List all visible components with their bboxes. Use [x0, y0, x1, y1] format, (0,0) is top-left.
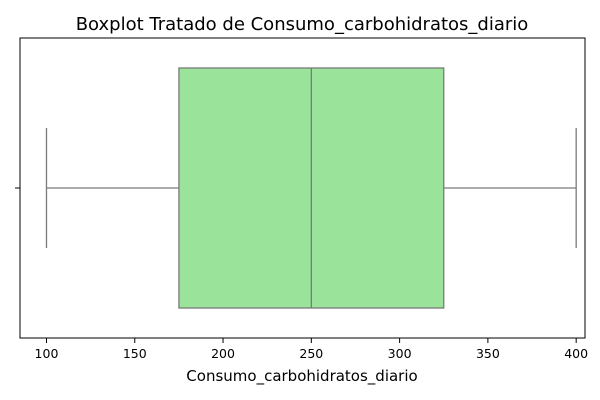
- x-tick-label: 350: [476, 346, 500, 361]
- x-tick-label: 100: [35, 346, 59, 361]
- x-axis-ticks: 100 150 200 250 300 350 400: [35, 338, 588, 361]
- x-axis-label: Consumo_carbohidratos_diario: [186, 367, 417, 386]
- chart-title: Boxplot Tratado de Consumo_carbohidratos…: [76, 14, 529, 35]
- x-tick-label: 250: [299, 346, 323, 361]
- boxplot-series: [45, 67, 577, 309]
- x-tick-label: 200: [211, 346, 235, 361]
- x-tick-label: 400: [564, 346, 588, 361]
- x-tick-label: 150: [123, 346, 147, 361]
- x-tick-label: 300: [388, 346, 412, 361]
